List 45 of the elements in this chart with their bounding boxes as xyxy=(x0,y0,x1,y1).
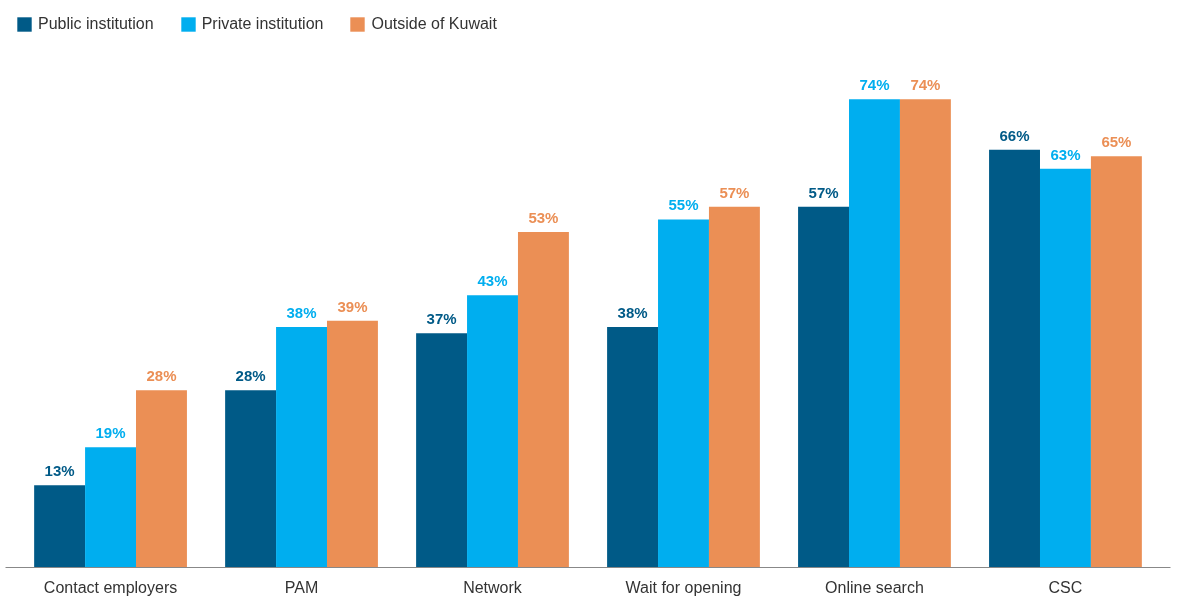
data-label: 43% xyxy=(477,272,508,290)
data-label: 55% xyxy=(668,196,699,214)
bar xyxy=(798,206,850,568)
data-label: 66% xyxy=(999,126,1030,144)
data-label: 38% xyxy=(617,304,648,321)
data-label: 19% xyxy=(95,424,126,442)
legend-label: Private institution xyxy=(201,15,324,33)
x-tick-label: Contact employers xyxy=(43,578,178,596)
data-label: 57% xyxy=(719,183,750,201)
data-label: 13% xyxy=(44,462,75,480)
x-tick-label: Network xyxy=(463,578,523,596)
bar xyxy=(276,327,327,568)
bar xyxy=(34,485,86,568)
data-label: 74% xyxy=(859,76,890,94)
bar xyxy=(607,327,659,568)
data-label: 63% xyxy=(1050,145,1081,163)
data-label: 65% xyxy=(1101,133,1132,151)
x-tick-label: CSC xyxy=(1048,578,1083,596)
data-label: 74% xyxy=(910,76,941,94)
bar xyxy=(989,149,1040,568)
data-label: 57% xyxy=(808,183,839,201)
x-tick-label: Online search xyxy=(825,578,924,596)
bar xyxy=(416,333,468,568)
bar xyxy=(85,447,137,568)
legend-label: Public institution xyxy=(38,15,154,33)
data-label: 53% xyxy=(528,209,559,227)
data-label: 28% xyxy=(235,367,266,385)
bar xyxy=(1039,168,1091,568)
bar xyxy=(658,219,709,568)
x-tick-label: PAM xyxy=(284,578,319,596)
data-label: 38% xyxy=(286,304,317,321)
x-tick-label: Wait for opening xyxy=(625,578,742,596)
legend-label: Outside of Kuwait xyxy=(371,15,497,33)
bar xyxy=(708,206,760,568)
bar xyxy=(326,320,378,568)
data-label: 37% xyxy=(426,310,457,328)
bar xyxy=(225,390,277,568)
data-label: 39% xyxy=(337,297,368,315)
data-label: 28% xyxy=(146,367,177,385)
bar xyxy=(899,99,951,568)
bar xyxy=(1090,156,1142,568)
bar xyxy=(849,99,900,568)
bar xyxy=(136,390,187,568)
bar xyxy=(517,232,569,568)
bar xyxy=(467,295,518,568)
